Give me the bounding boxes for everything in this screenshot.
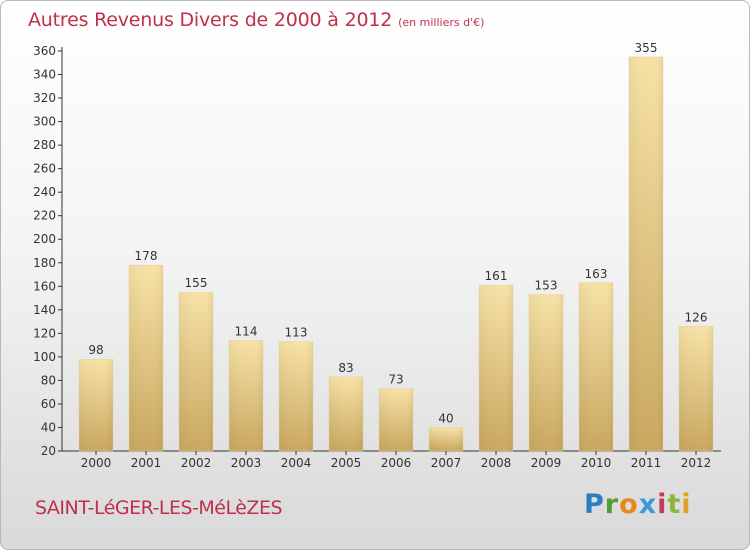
bar-shade-2008 [479, 285, 513, 451]
y-tick-label: 200 [33, 232, 56, 246]
bar-shade-2010 [579, 282, 613, 451]
x-tick-label: 2006 [381, 456, 412, 470]
commune-name: SAINT-LéGER-LES-MéLèZES [35, 497, 283, 519]
x-tick-label: 2009 [531, 456, 562, 470]
bar-shade-2004 [279, 341, 313, 451]
x-tick-label: 2010 [581, 456, 612, 470]
x-tick-label: 2004 [281, 456, 312, 470]
y-tick-label: 300 [33, 115, 56, 129]
y-tick-label: 240 [33, 185, 56, 199]
data-label: 155 [185, 276, 208, 290]
y-tick-label: 80 [41, 373, 56, 387]
x-tick-label: 2003 [231, 456, 262, 470]
data-label: 73 [388, 373, 403, 387]
y-tick-label: 260 [33, 162, 56, 176]
data-label: 153 [535, 279, 558, 293]
chart-title: Autres Revenus Divers de 2000 à 2012 (en … [28, 9, 484, 31]
y-tick-label: 180 [33, 256, 56, 270]
data-label: 161 [485, 269, 508, 283]
x-tick-label: 2007 [431, 456, 462, 470]
x-tick-label: 2001 [131, 456, 162, 470]
y-tick-label: 100 [33, 350, 56, 364]
data-label: 40 [438, 411, 453, 425]
y-tick-label: 220 [33, 209, 56, 223]
bar-shade-2011 [629, 56, 663, 451]
y-tick-label: 320 [33, 91, 56, 105]
y-tick-label: 140 [33, 303, 56, 317]
bar-shade-2012 [679, 326, 713, 451]
data-label: 98 [88, 343, 103, 357]
x-tick-label: 2012 [681, 456, 712, 470]
x-tick-label: 2002 [181, 456, 212, 470]
data-label: 355 [635, 41, 658, 55]
data-label: 83 [338, 361, 353, 375]
x-tick-label: 2005 [331, 456, 362, 470]
y-tick-label: 60 [41, 397, 56, 411]
bar-shade-2009 [529, 294, 563, 451]
y-tick-label: 40 [41, 420, 56, 434]
data-label: 114 [235, 324, 258, 338]
bar-shade-2003 [229, 340, 263, 451]
y-tick-label: 360 [33, 44, 56, 58]
x-tick-label: 2011 [631, 456, 662, 470]
bar-shade-2005 [329, 376, 363, 451]
proxiti-logo[interactable]: Proxiti [584, 489, 692, 520]
bar-shade-2001 [129, 265, 163, 451]
y-tick-label: 120 [33, 326, 56, 340]
x-tick-label: 2000 [81, 456, 112, 470]
bar-shade-2007 [429, 427, 463, 451]
y-tick-label: 340 [33, 68, 56, 82]
y-tick-label: 160 [33, 279, 56, 293]
data-label: 178 [135, 249, 158, 263]
chart-unit-label: (en milliers d'€) [398, 16, 485, 29]
x-tick-label: 2008 [481, 456, 512, 470]
bar-shade-2000 [79, 359, 113, 451]
bar-shade-2002 [179, 292, 213, 451]
y-tick-label: 20 [41, 444, 56, 458]
data-label: 113 [285, 326, 308, 340]
chart-title-text: Autres Revenus Divers de 2000 à 2012 [28, 9, 393, 31]
data-label: 163 [585, 267, 608, 281]
bar-shade-2006 [379, 388, 413, 451]
y-tick-label: 280 [33, 138, 56, 152]
data-label: 126 [685, 310, 708, 324]
